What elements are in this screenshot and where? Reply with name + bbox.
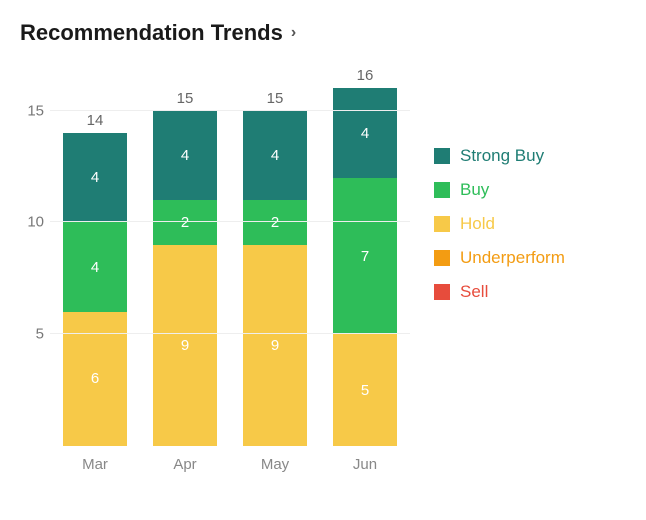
bar-column: 15 429	[243, 90, 307, 446]
bar-segment-buy: 7	[333, 178, 397, 334]
bars-group: 14446154291542916475	[50, 66, 410, 446]
bar-segment-hold: 9	[243, 245, 307, 446]
legend-item-strong_buy: Strong Buy	[434, 146, 565, 166]
legend-swatch	[434, 148, 450, 164]
legend-label: Strong Buy	[460, 146, 544, 166]
legend-item-underperform: Underperform	[434, 248, 565, 268]
bar-segment-strong_buy: 4	[153, 111, 217, 200]
bar-segment-buy: 4	[63, 222, 127, 311]
x-label: Jun	[333, 456, 397, 473]
chart-title: Recommendation Trends	[20, 20, 283, 46]
gridline	[50, 110, 410, 111]
legend-label: Hold	[460, 214, 495, 234]
x-label: Mar	[63, 456, 127, 473]
legend-label: Underperform	[460, 248, 565, 268]
legend-swatch	[434, 284, 450, 300]
gridline	[50, 221, 410, 222]
bar-segment-hold: 9	[153, 245, 217, 446]
bar-total-label: 14	[87, 112, 104, 129]
bar-column: 14446	[63, 112, 127, 446]
x-axis: Mar Apr May Jun	[50, 456, 410, 473]
bar-total-label: 15	[177, 90, 194, 107]
legend-swatch	[434, 182, 450, 198]
x-label: Apr	[153, 456, 217, 473]
legend-label: Sell	[460, 282, 488, 302]
y-tick: 15	[27, 102, 44, 119]
legend-item-buy: Buy	[434, 180, 565, 200]
y-axis: 5 10 15	[20, 66, 50, 446]
legend-swatch	[434, 250, 450, 266]
y-tick: 10	[27, 214, 44, 231]
bar-segment-hold: 6	[63, 312, 127, 446]
stacked-bar: 429	[243, 111, 307, 446]
stacked-bar: 475	[333, 88, 397, 446]
chart-area: 51015 14446154291542916475	[20, 66, 410, 446]
chart-container: 51015 14446154291542916475 MarAprMayJun …	[20, 66, 626, 473]
chevron-right-icon: ›	[291, 24, 296, 42]
bar-column: 16 475	[333, 67, 397, 446]
bar-segment-hold: 5	[333, 334, 397, 446]
legend-swatch	[434, 216, 450, 232]
legend-item-sell: Sell	[434, 282, 565, 302]
bar-segment-strong_buy: 4	[63, 133, 127, 222]
chart-title-row[interactable]: Recommendation Trends ›	[20, 20, 626, 46]
legend: Strong Buy Buy Hold Underperform Sell	[434, 146, 565, 302]
bar-column: 15 429	[153, 90, 217, 446]
legend-label: Buy	[460, 180, 489, 200]
x-label: May	[243, 456, 307, 473]
bar-segment-strong_buy: 4	[243, 111, 307, 200]
bar-total-label: 16	[357, 67, 374, 84]
gridline	[50, 333, 410, 334]
stacked-bar: 446	[63, 133, 127, 446]
y-tick: 5	[36, 326, 44, 343]
bar-segment-strong_buy: 4	[333, 88, 397, 177]
plot-area: 14446154291542916475	[50, 66, 410, 446]
legend-item-hold: Hold	[434, 214, 565, 234]
bar-total-label: 15	[267, 90, 284, 107]
stacked-bar: 429	[153, 111, 217, 446]
